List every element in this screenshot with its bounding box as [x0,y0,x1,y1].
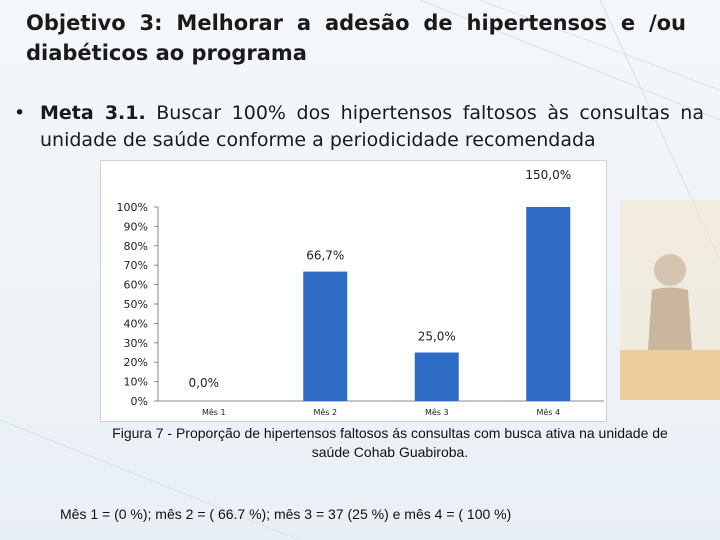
slide-title: Objetivo 3: Melhorar a adesão de hiperte… [26,11,686,65]
y-tick-label: 10% [124,376,148,389]
chart-bar [526,207,571,401]
y-tick-label: 40% [124,317,148,330]
y-tick-label: 0% [131,395,148,408]
x-tick-label: Mês 1 [202,407,226,417]
chart-canvas: 0% 10% 20% 30% 40% 50% 60% 70% 80% 90% 100% 0,0% Mês… [117,168,604,417]
goal-description: Buscar 100% dos hipertensos faltosos às … [40,102,704,151]
x-tick-label: Mês 4 [536,407,560,417]
bar-data-label: 0,0% [189,376,220,390]
x-tick-label: Mês 2 [313,407,337,417]
y-tick-label: 90% [124,220,148,233]
y-tick-label: 100% [117,201,148,214]
y-tick-label: 30% [124,337,148,350]
chart-bar [303,271,348,401]
goal-text: Meta 3.1. Buscar 100% dos hipertensos fa… [40,100,704,154]
y-tick-label: 80% [124,240,148,253]
monthly-summary: Mês 1 = (0 %); mês 2 = ( 66.7 %); mês 3 … [60,506,512,522]
bar-chart: 0% 10% 20% 30% 40% 50% 60% 70% 80% 90% 100% 0,0% Mês… [100,160,607,422]
y-tick-label: 20% [124,356,148,369]
y-tick-label: 60% [124,279,148,292]
y-tick-label: 70% [124,259,148,272]
bar-data-label: 150,0% [525,168,571,182]
chart-bar [414,352,459,401]
bar-data-label: 66,7% [306,249,344,263]
program-logo-decoration [620,200,720,400]
goal-label: Meta 3.1. [40,102,146,124]
y-tick-label: 50% [124,298,148,311]
bullet-dot: • [14,102,26,124]
bar-data-label: 25,0% [418,330,456,344]
x-tick-label: Mês 3 [425,407,449,417]
figure-caption: Figura 7 - Proporção de hipertensos falt… [112,425,668,460]
